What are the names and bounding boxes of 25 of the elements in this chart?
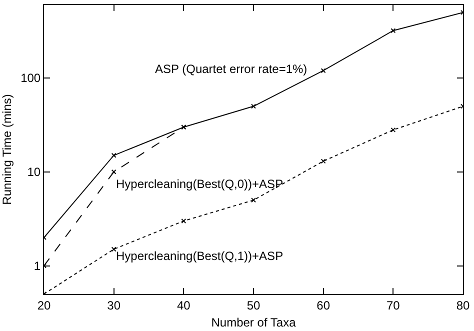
x-tick-label: 20 xyxy=(37,298,51,312)
point xyxy=(111,246,116,252)
series-label: Hypercleaning(Best(Q,1))+ASP xyxy=(116,249,284,263)
x-tick-label: 50 xyxy=(246,298,260,312)
point xyxy=(111,152,116,158)
x-tick-label: 70 xyxy=(386,298,400,312)
y-axis-title: Running Time (mins) xyxy=(0,94,14,205)
x-tick-label: 80 xyxy=(456,298,470,312)
y-tick-label: 1 xyxy=(34,258,41,273)
point xyxy=(320,68,326,74)
series-label: ASP (Quartet error rate=1%) xyxy=(155,62,308,76)
y-tick-label: 10 xyxy=(27,165,41,180)
point xyxy=(181,218,186,224)
series-label: Hypercleaning(Best(Q,0))+ASP xyxy=(116,177,284,191)
point xyxy=(111,169,116,174)
point xyxy=(390,28,396,34)
y-tick-label: 100 xyxy=(20,71,41,86)
x-tick-label: 30 xyxy=(107,298,121,312)
point xyxy=(251,104,256,109)
point xyxy=(390,127,396,132)
point xyxy=(320,158,326,164)
x-tick-label: 40 xyxy=(176,298,191,312)
point xyxy=(251,198,256,203)
x-axis-title: Number of Taxa xyxy=(211,315,296,330)
x-tick-label: 60 xyxy=(316,298,330,312)
